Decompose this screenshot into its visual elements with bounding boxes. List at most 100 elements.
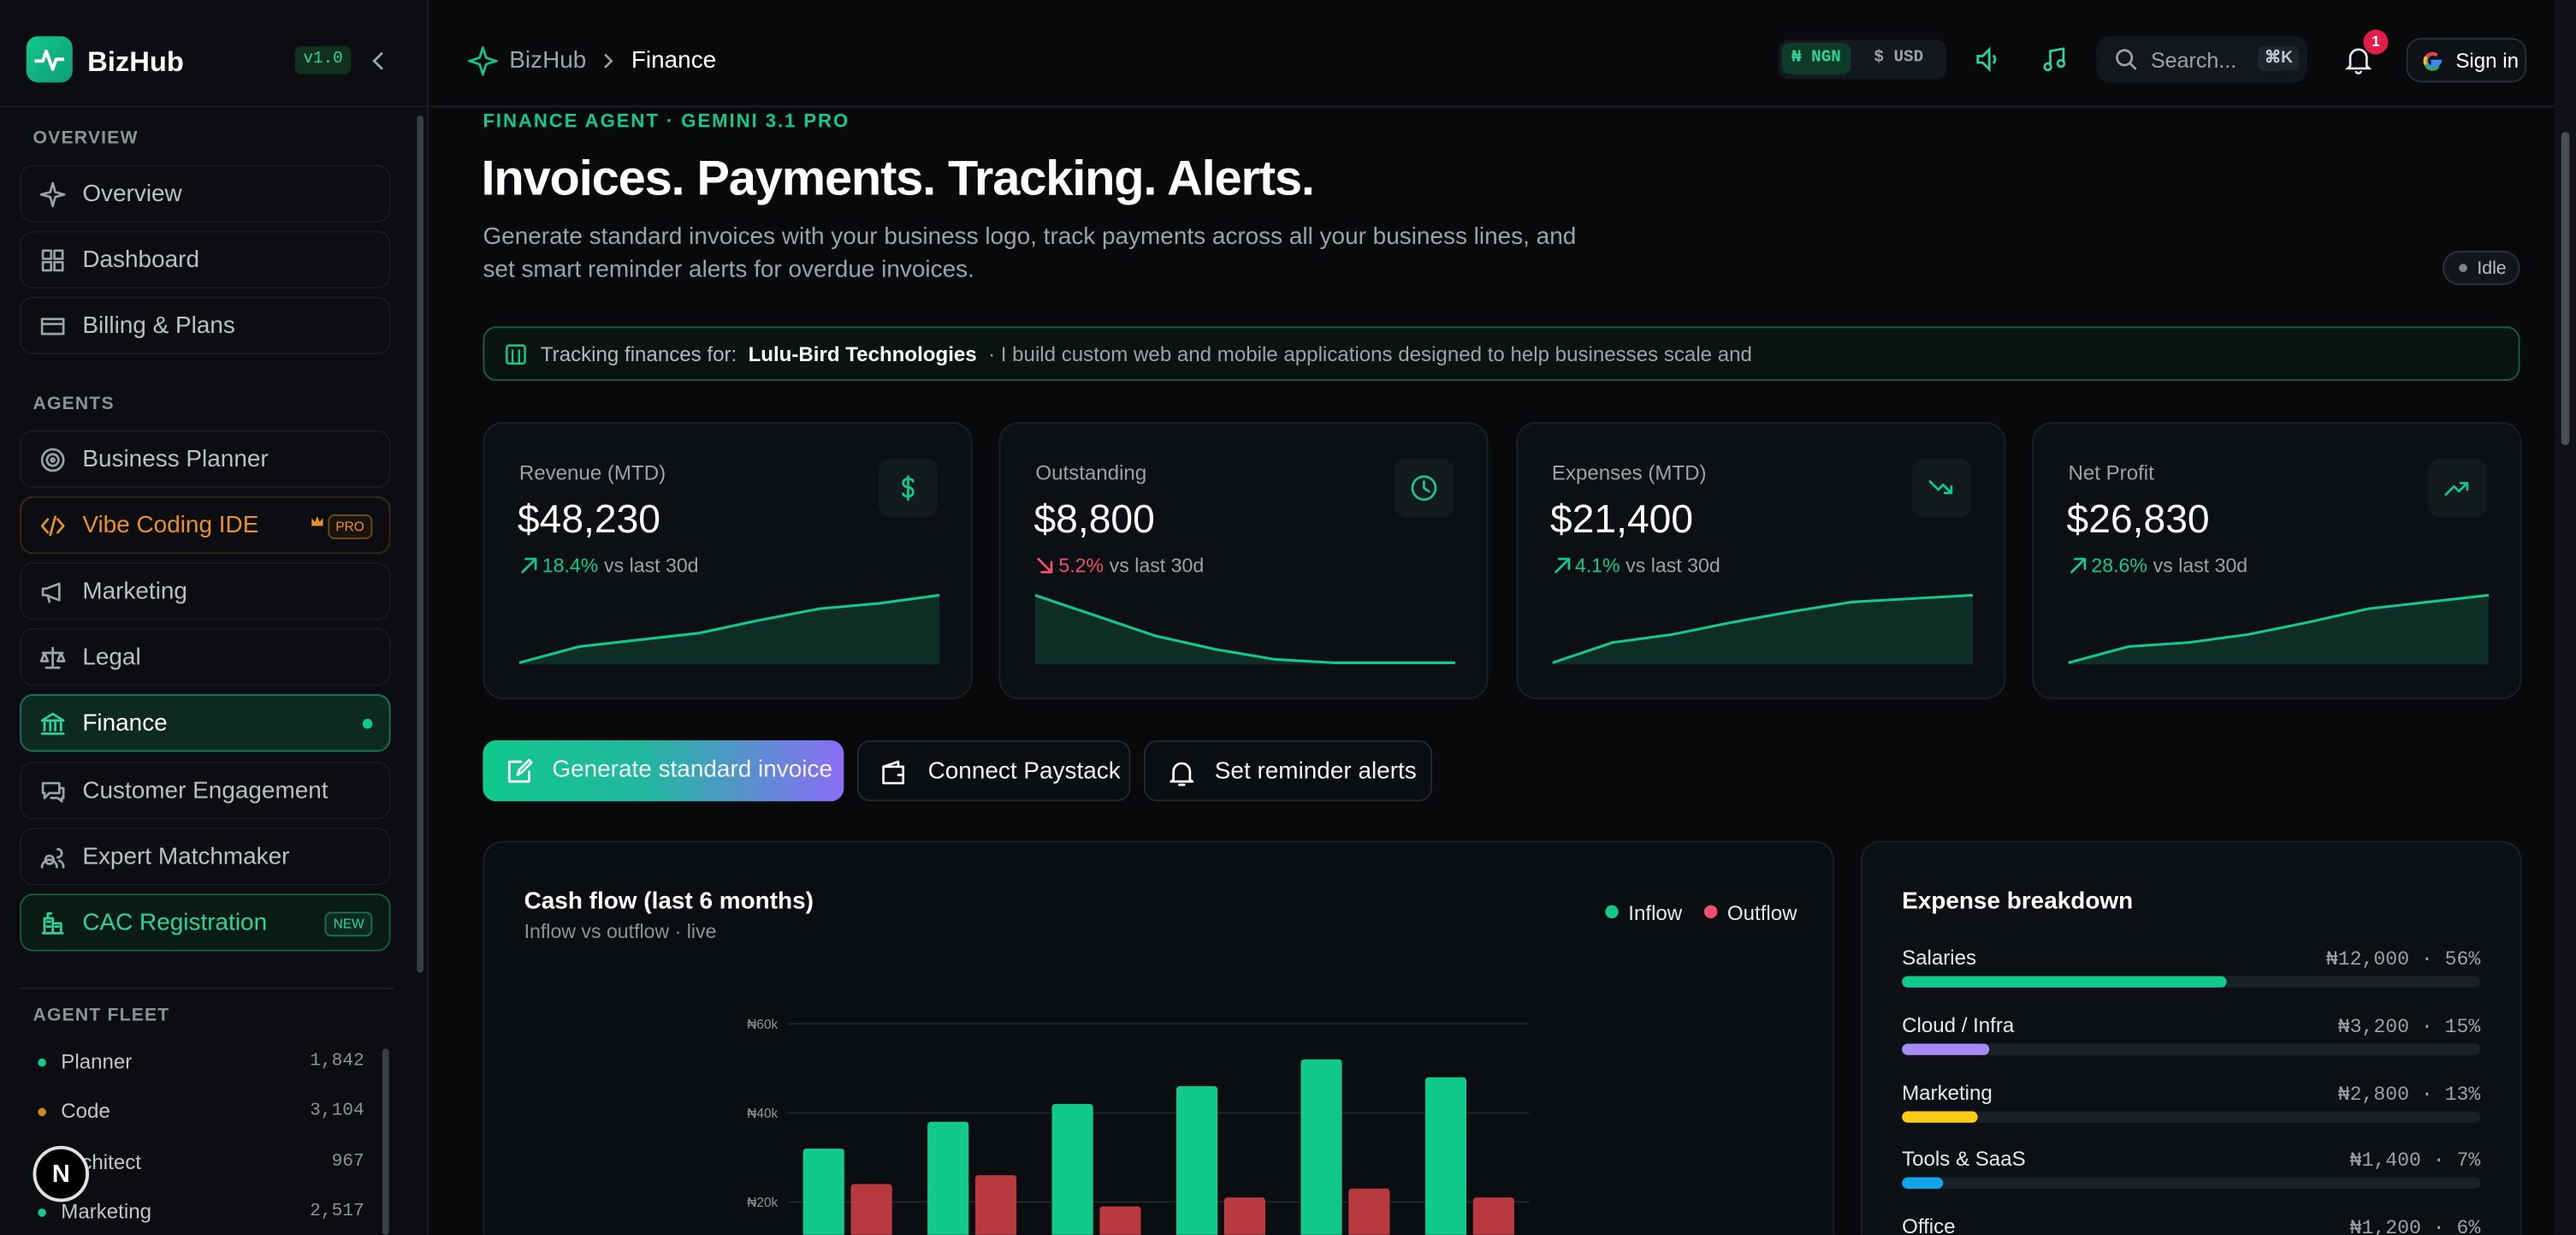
kpi-label: Outstanding: [1035, 461, 1147, 485]
icon: [1037, 557, 1053, 573]
kpi-change: 5.2%: [1058, 554, 1104, 578]
kpi-value: $48,230: [517, 497, 661, 543]
page-scrollbar[interactable]: [2554, 0, 2576, 1235]
collapse-button[interactable]: [370, 50, 389, 73]
action-button[interactable]: Generate standard invoice: [483, 739, 844, 802]
brand-name: BizHub: [87, 45, 184, 78]
nav-item[interactable]: Vibe Coding IDE PRO: [20, 496, 391, 555]
nav-label: Marketing: [82, 579, 187, 605]
sparkline-line: [1035, 593, 1456, 664]
icon-shape: [521, 557, 537, 573]
fleet-dot: [38, 1108, 46, 1117]
sign-in-button[interactable]: Sign in: [2406, 38, 2527, 83]
separator: ·: [2420, 1217, 2457, 1235]
expense-share-label: 56%: [2444, 947, 2481, 971]
nav-item[interactable]: Finance: [20, 694, 391, 752]
nav-item[interactable]: Business Planner: [20, 430, 391, 489]
bar: [1223, 1197, 1266, 1235]
kpi-change: 18.4%: [542, 554, 599, 578]
nav-item[interactable]: Customer Engagement: [20, 762, 391, 820]
nav-label: Expert Matchmaker: [82, 844, 290, 871]
icon: [40, 712, 65, 735]
plot: ₦20k ₦40k ₦60k: [747, 1018, 1530, 1235]
icon-shape: [1554, 557, 1570, 573]
expense-track: [1902, 1178, 2481, 1190]
topbar: BizHub Finance ₦ NGN $ USD Search... ⌘K …: [428, 0, 2555, 108]
nav-label: Billing & Plans: [82, 313, 235, 340]
icon: [521, 557, 537, 573]
legend-label: Inflow: [1628, 902, 1683, 925]
kpi-change: 4.1%: [1574, 554, 1620, 578]
page-title: Invoices. Payments. Tracking. Alerts.: [481, 151, 1315, 206]
expense-track: [1902, 1043, 2481, 1055]
fleet-count: 2,517: [310, 1202, 364, 1222]
icon-shape: [507, 758, 533, 783]
bar: [850, 1184, 892, 1235]
expense-amount-value: ₦2,800: [2337, 1082, 2410, 1106]
breadcrumb-link[interactable]: BizHub: [509, 47, 587, 74]
expense-amount-value: ₦12,000: [2325, 947, 2410, 971]
sparkline: [1551, 593, 1973, 665]
section-title: OVERVIEW: [33, 128, 139, 149]
nav-item[interactable]: Overview: [20, 164, 391, 223]
expense-bar: [1902, 976, 2226, 988]
music-button[interactable]: [2040, 46, 2067, 73]
icon-shape: [41, 249, 64, 272]
icon-shape: [40, 712, 65, 735]
nav-badge: NEW: [325, 911, 373, 937]
action-button[interactable]: Connect Paystack: [856, 739, 1131, 802]
expense-amount: ₦2,800 · 13%: [2338, 1083, 2481, 1106]
expense-name: Office: [1902, 1215, 1956, 1235]
tracking-banner: Tracking finances for: Lulu-Bird Technol…: [483, 326, 2520, 382]
nav-item[interactable]: Billing & Plans: [20, 296, 391, 355]
icon-shape: [1170, 762, 1194, 787]
kpi-label: Revenue (MTD): [518, 461, 666, 485]
legend-label: Outflow: [1727, 902, 1797, 925]
sign-in-label: Sign in: [2455, 49, 2520, 73]
notifications-button[interactable]: [2345, 46, 2372, 74]
user-avatar[interactable]: N: [33, 1145, 90, 1202]
nav-item[interactable]: CAC Registration NEW: [20, 894, 391, 952]
kpi-comparison: vs last 30d: [1626, 554, 1720, 578]
icon-shape: [902, 475, 915, 502]
nav-item[interactable]: Marketing: [20, 561, 391, 620]
icon: [902, 475, 915, 502]
scrollbar-thumb[interactable]: [2561, 132, 2570, 446]
legend-swatch: [1605, 905, 1619, 919]
icon-shape: [1412, 475, 1437, 502]
sparkline-area: [1035, 595, 1456, 665]
icon: [39, 181, 66, 208]
sparkline-area: [2068, 595, 2489, 665]
sparkline-line: [2068, 593, 2489, 664]
icon-shape: [882, 760, 905, 785]
tracking-label-text: Tracking finances for:: [540, 342, 737, 366]
breadcrumb-icon: [468, 45, 498, 76]
separator: ·: [2409, 1015, 2445, 1039]
sound-button[interactable]: [1975, 46, 2001, 73]
currency-option[interactable]: $ USD: [1874, 49, 1924, 68]
nav-label: Business Planner: [82, 447, 269, 473]
kpi-icon-box: [878, 458, 939, 518]
chart-subtitle: Inflow vs outflow · live: [524, 919, 717, 943]
bar: [1300, 1059, 1342, 1235]
action-button[interactable]: Set reminder alerts: [1143, 739, 1433, 802]
y-tick-label: ₦40k: [747, 1107, 778, 1121]
search-box[interactable]: Search... ⌘K: [2096, 36, 2307, 83]
nav-item[interactable]: Legal: [20, 627, 391, 686]
icon: [41, 781, 65, 803]
expense-share-label: 13%: [2444, 1082, 2481, 1106]
bar: [1099, 1206, 1141, 1235]
currency-option[interactable]: ₦ NGN: [1781, 43, 1851, 74]
sidebar-scrollbar[interactable]: [417, 115, 424, 973]
nav-item[interactable]: Expert Matchmaker: [20, 828, 391, 886]
expense-card: Expense breakdown Salaries ₦12,000 · 56% C…: [1860, 840, 2522, 1235]
nav-item[interactable]: Dashboard: [20, 230, 391, 289]
legend-swatch: [1703, 905, 1718, 919]
status-dot: [2459, 264, 2467, 272]
business-tagline: · I build custom web and mobile applicat…: [988, 342, 1752, 366]
notification-count: 1: [2363, 29, 2389, 55]
divider: [20, 987, 394, 989]
fleet-scrollbar[interactable]: [382, 1048, 389, 1235]
bar: [927, 1121, 969, 1235]
